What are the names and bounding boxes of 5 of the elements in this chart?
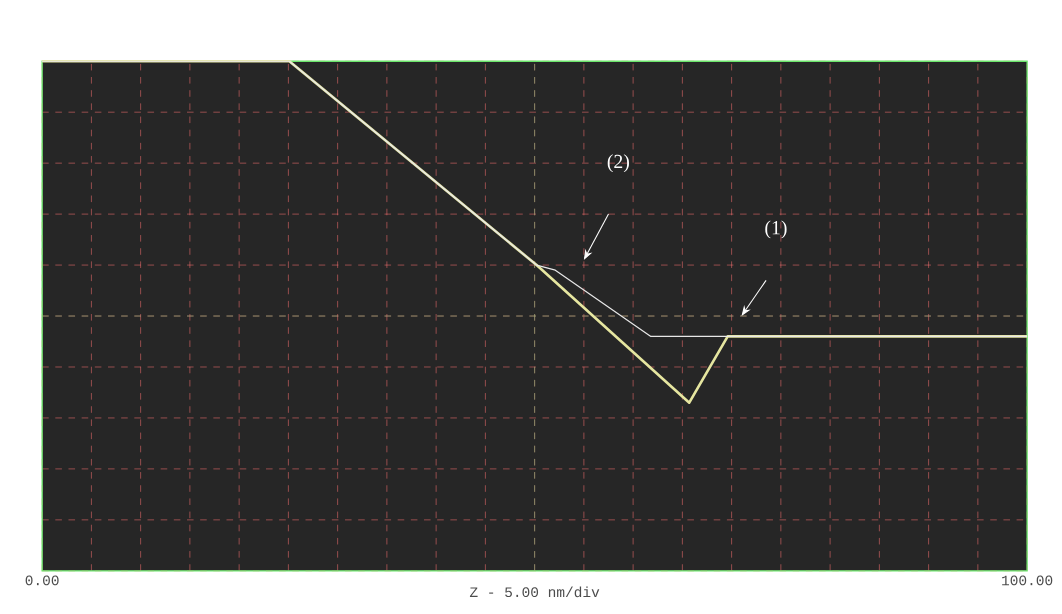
annotation: (2) [607, 154, 629, 172]
x-tick-label: 0.00 [25, 575, 59, 586]
x-axis-title: Z - 5.00 nm/div [469, 586, 600, 597]
x-tick-label: 100.00 [1002, 575, 1053, 586]
annotation: (1) [765, 220, 787, 239]
